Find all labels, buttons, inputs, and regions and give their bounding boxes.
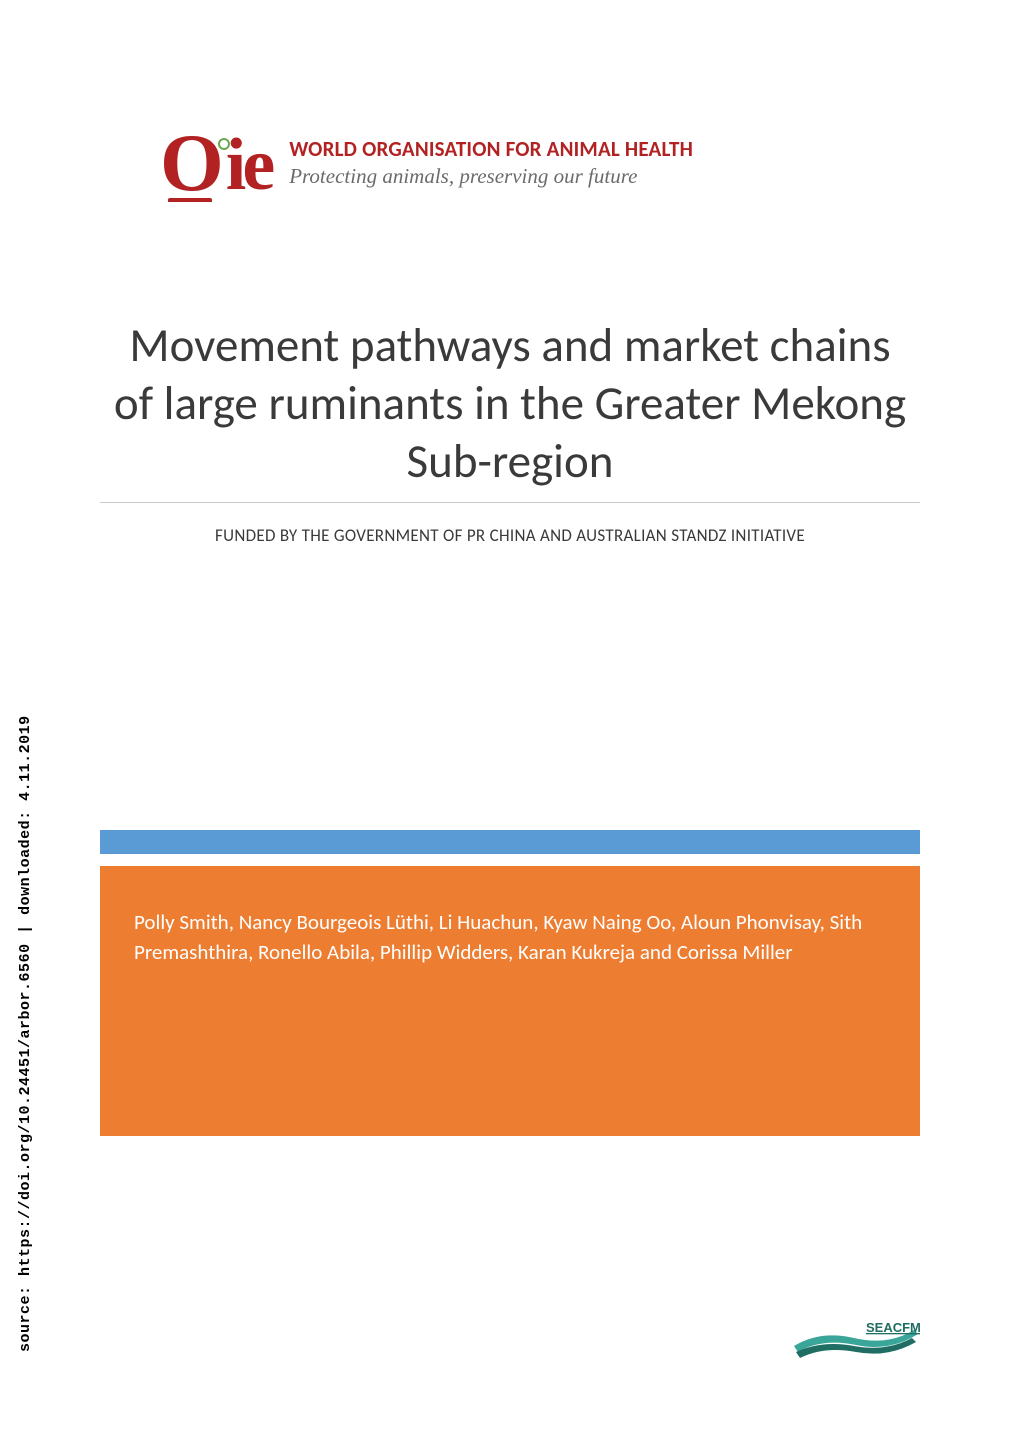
seacfmd-logo: SEACFMD: [790, 1312, 920, 1364]
source-label: source:: [17, 1276, 34, 1352]
oie-logo-text: O: [160, 130, 220, 196]
oie-logo-underline: [168, 198, 212, 202]
oie-logo-block: Oie WORLD ORGANISATION FOR ANIMAL HEALTH…: [160, 130, 920, 196]
org-name: WORLD ORGANISATION FOR ANIMAL HEALTH: [289, 136, 693, 162]
globe-icon: [218, 138, 230, 150]
oie-logo-mark: Oie: [160, 130, 271, 196]
authors-box: Polly Smith, Nancy Bourgeois Lüthi, Li H…: [100, 866, 920, 1136]
source-url: https://doi.org/10.24451/arbor.6560: [17, 943, 34, 1276]
seacfmd-text: SEACFMD: [866, 1320, 920, 1335]
source-date: 4.11.2019: [17, 715, 34, 801]
funding-subtitle: FUNDED BY THE GOVERNMENT OF PR CHINA AND…: [100, 525, 920, 546]
title-block: Movement pathways and market chains of l…: [100, 316, 920, 504]
org-tagline: Protecting animals, preserving our futur…: [289, 164, 693, 189]
oie-logo-text-tail: ie: [226, 136, 271, 195]
authors-list: Polly Smith, Nancy Bourgeois Lüthi, Li H…: [134, 908, 886, 968]
document-title: Movement pathways and market chains of l…: [110, 316, 910, 491]
oie-logo-tagline: WORLD ORGANISATION FOR ANIMAL HEALTH Pro…: [289, 136, 693, 189]
document-page: Oie WORLD ORGANISATION FOR ANIMAL HEALTH…: [0, 0, 1020, 1442]
blue-accent-strip: [100, 830, 920, 854]
source-citation: source: https://doi.org/10.24451/arbor.6…: [17, 715, 34, 1352]
source-sep: | downloaded:: [17, 801, 34, 944]
